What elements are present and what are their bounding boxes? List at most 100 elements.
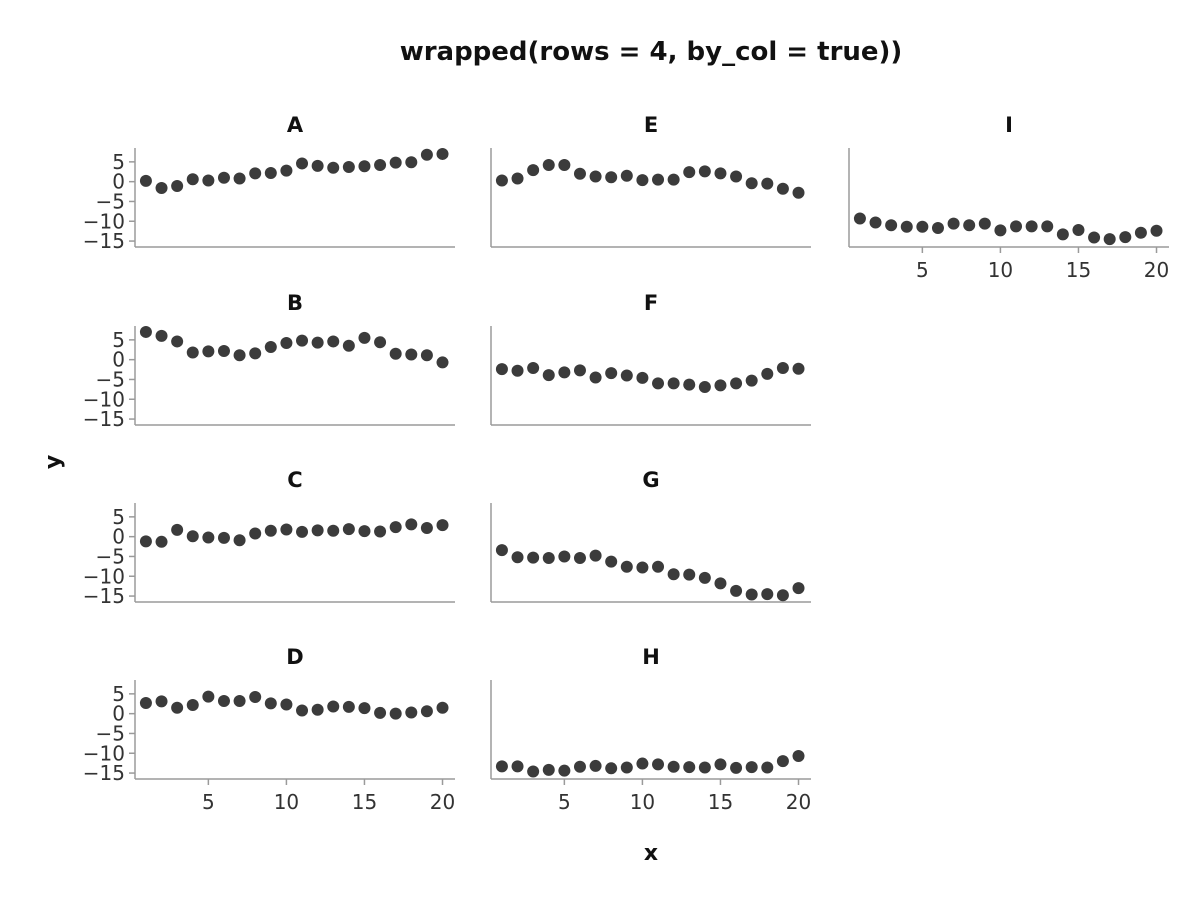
x-tick-label: 20 <box>1144 258 1169 282</box>
data-point <box>792 186 805 199</box>
data-point <box>1134 226 1147 239</box>
x-tick-label: 10 <box>630 790 655 814</box>
data-point <box>389 347 402 360</box>
data-point <box>389 156 402 169</box>
data-point <box>155 695 168 708</box>
data-point <box>420 349 433 362</box>
panel-h: H 5 10 15 20 <box>490 645 811 814</box>
data-point <box>186 346 199 359</box>
data-point <box>436 519 449 532</box>
data-point <box>389 521 402 534</box>
data-point <box>217 694 230 707</box>
data-point <box>761 177 774 190</box>
data-point <box>605 762 618 775</box>
panel-f: F <box>490 291 811 426</box>
data-point <box>1041 220 1054 233</box>
data-point <box>776 589 789 602</box>
data-point <box>745 588 758 601</box>
y-tick-label: 5 <box>112 328 125 352</box>
x-tick-label: 5 <box>558 790 571 814</box>
data-point <box>542 552 555 565</box>
panel-c: C 50−5−10−15 <box>83 468 455 608</box>
data-point <box>776 182 789 195</box>
data-point <box>139 325 152 338</box>
data-point <box>233 694 246 707</box>
data-point <box>558 366 571 379</box>
data-point <box>342 339 355 352</box>
data-point <box>714 167 727 180</box>
data-point <box>573 364 586 377</box>
y-tick-label: 5 <box>112 150 125 174</box>
data-point <box>542 763 555 776</box>
y-tick-label: −15 <box>83 229 125 253</box>
data-point <box>652 377 665 390</box>
data-point <box>698 571 711 584</box>
data-point <box>900 220 913 233</box>
data-point <box>202 345 215 358</box>
y-tick-label: −15 <box>83 407 125 431</box>
data-point <box>374 159 387 172</box>
panel-title: A <box>287 113 304 137</box>
data-point <box>511 551 524 564</box>
data-point <box>1072 223 1085 236</box>
data-point <box>730 584 743 597</box>
data-point <box>636 371 649 384</box>
y-tick-label: −5 <box>96 544 125 568</box>
facet-panels: A50−5−10−15B50−5−10−15C50−5−10−15D50−5−1… <box>83 113 1169 814</box>
data-point <box>667 377 680 390</box>
data-point <box>171 701 184 714</box>
data-point <box>171 180 184 193</box>
data-point <box>698 761 711 774</box>
data-point <box>264 524 277 537</box>
data-point <box>527 765 540 778</box>
data-point <box>667 760 680 773</box>
y-tick-label: −10 <box>83 209 125 233</box>
data-point <box>745 761 758 774</box>
data-point <box>311 703 324 716</box>
data-point <box>495 363 508 376</box>
data-point <box>202 531 215 544</box>
data-point <box>527 361 540 374</box>
x-tick-label: 5 <box>202 790 215 814</box>
data-point <box>931 221 944 234</box>
panel-title: C <box>287 468 302 492</box>
x-axis-label: x <box>644 841 658 866</box>
data-point <box>745 177 758 190</box>
data-point <box>1056 228 1069 241</box>
x-tick-label: 10 <box>988 258 1013 282</box>
x-tick-label: 15 <box>1066 258 1091 282</box>
data-point <box>217 344 230 357</box>
panel-i: I 5 10 15 20 <box>848 113 1169 282</box>
data-point <box>280 523 293 536</box>
data-point <box>420 148 433 161</box>
data-point <box>994 224 1007 237</box>
data-point <box>636 757 649 770</box>
data-point <box>542 159 555 172</box>
data-point <box>698 380 711 393</box>
data-point <box>296 334 309 347</box>
data-point <box>233 534 246 547</box>
data-point <box>589 759 602 772</box>
data-point <box>1025 220 1038 233</box>
data-point <box>761 588 774 601</box>
data-point <box>730 761 743 774</box>
panel-e: E <box>490 113 811 248</box>
data-point <box>405 706 418 719</box>
data-point <box>405 348 418 361</box>
data-point <box>202 690 215 703</box>
data-point <box>405 518 418 531</box>
data-point <box>280 337 293 350</box>
data-point <box>714 758 727 771</box>
data-point <box>249 167 262 180</box>
data-point <box>495 174 508 187</box>
data-point <box>1088 231 1101 244</box>
data-point <box>389 707 402 720</box>
data-point <box>374 706 387 719</box>
data-point <box>745 374 758 387</box>
data-point <box>916 220 929 233</box>
data-point <box>249 347 262 360</box>
panel-title: F <box>644 291 658 315</box>
data-point <box>605 171 618 184</box>
y-tick-label: −10 <box>83 741 125 765</box>
data-point <box>296 157 309 170</box>
